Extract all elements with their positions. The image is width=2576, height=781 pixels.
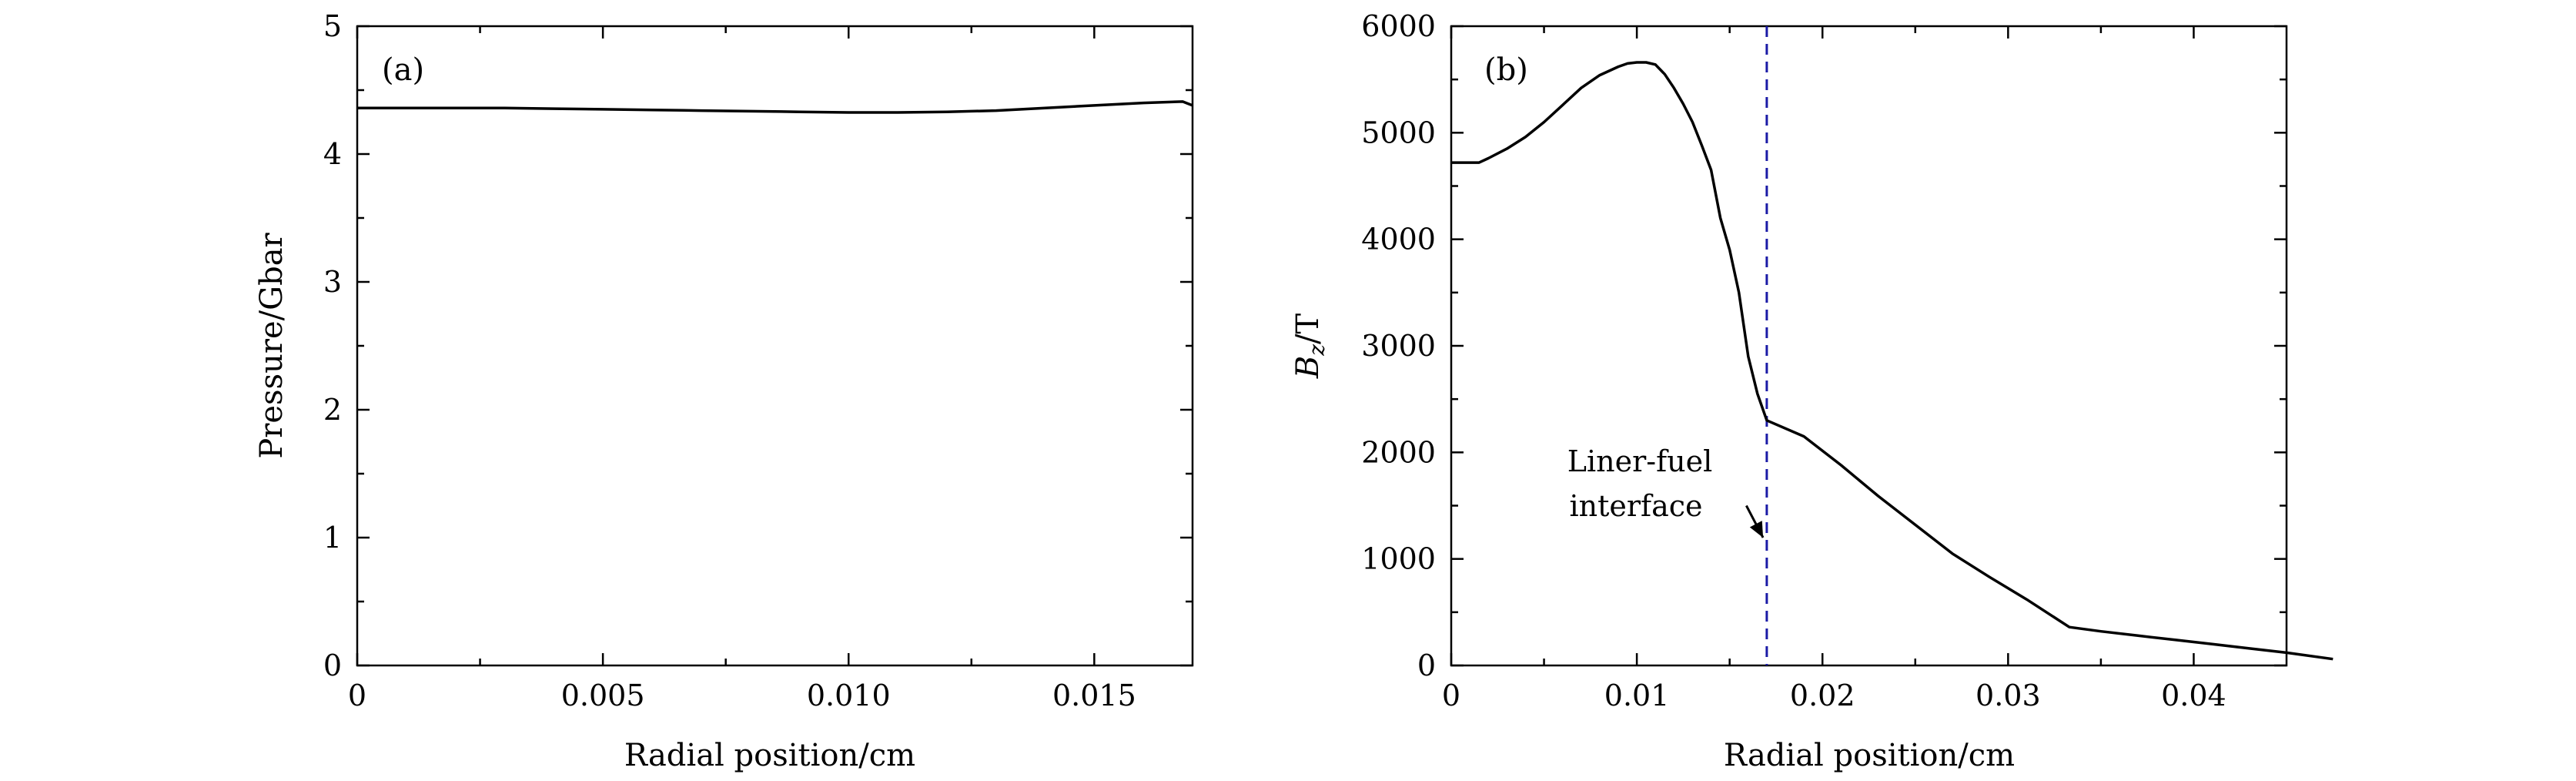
panel-a-y-axis-title: Pressure/Gbar — [254, 232, 289, 458]
y-tick-label: 5 — [323, 9, 342, 43]
x-tick-label: 0.02 — [1790, 679, 1855, 712]
y-tick-label: 3 — [323, 265, 342, 299]
panel-b-y-axis-title-rest: /T — [1290, 313, 1326, 344]
x-tick-label: 0.04 — [2161, 679, 2226, 712]
panel-a-frame — [356, 25, 1194, 667]
y-tick-label: 0 — [1417, 649, 1436, 682]
y-tick-label: 1 — [323, 521, 342, 555]
annotation-line-1: Liner-fuel — [1567, 444, 1713, 478]
panel-b-y-axis-title: Bz/T — [1290, 313, 1330, 380]
x-tick-label: 0.01 — [1604, 679, 1670, 712]
y-tick-label: 1000 — [1361, 542, 1436, 576]
annotation-arrow-head — [1749, 521, 1764, 538]
panel-b-label: (b) — [1484, 52, 1528, 88]
panel-a-pressure: 0 0.005 0.010 0.015 0 1 2 3 4 5 (a) Radial positi… — [254, 9, 1194, 773]
series-line — [1451, 61, 2333, 661]
y-tick-label: 2 — [323, 393, 342, 427]
y-tick-label: 6000 — [1361, 9, 1436, 43]
panel-b-bz: 0 0.01 0.02 0.03 0.04 0 1000 2000 3000 4000 5000 60… — [1290, 9, 2333, 773]
y-tick-label: 3000 — [1361, 329, 1436, 363]
x-tick-label: 0.005 — [561, 679, 645, 712]
panel-b-annotation: Liner-fuel interface — [1567, 444, 1765, 538]
y-tick-label: 4 — [323, 137, 342, 171]
x-tick-label: 0.015 — [1052, 679, 1136, 712]
panel-b-series — [1451, 61, 2333, 661]
panel-b-y-axis-title-main: B — [1290, 356, 1326, 379]
y-tick-label: 5000 — [1361, 116, 1436, 149]
panel-a-label: (a) — [382, 52, 424, 88]
series-line — [357, 100, 1193, 114]
panel-a-x-axis-title: Radial position/cm — [624, 738, 915, 773]
x-tick-label: 0.010 — [807, 679, 891, 712]
annotation-line-2: interface — [1569, 489, 1702, 523]
panel-b-y-axis-title-sub: z — [1304, 344, 1330, 357]
x-tick-label: 0 — [1442, 679, 1460, 712]
x-tick-label: 0.03 — [1975, 679, 2041, 712]
y-tick-label: 4000 — [1361, 223, 1436, 256]
x-tick-label: 0 — [348, 679, 366, 712]
panel-b-frame — [1450, 25, 2288, 667]
panel-a-ticks: 0 0.005 0.010 0.015 0 1 2 3 4 5 — [323, 9, 1193, 712]
panel-a-series — [357, 100, 1193, 114]
panel-b-ticks: 0 0.01 0.02 0.03 0.04 0 1000 2000 3000 4000 5000 60… — [1361, 9, 2287, 712]
y-tick-label: 2000 — [1361, 435, 1436, 469]
panel-b-x-axis-title: Radial position/cm — [1724, 738, 2015, 773]
y-tick-label: 0 — [323, 649, 342, 682]
